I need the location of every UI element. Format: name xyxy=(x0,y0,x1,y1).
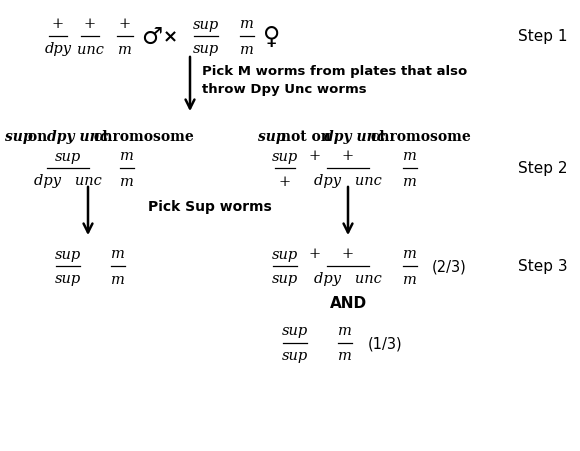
Text: m: m xyxy=(403,149,417,163)
Text: sup: sup xyxy=(5,130,32,144)
Text: +: + xyxy=(342,149,354,163)
Text: sup: sup xyxy=(258,130,285,144)
Text: Step 2: Step 2 xyxy=(519,161,568,176)
Text: m: m xyxy=(403,272,417,286)
Text: +: + xyxy=(84,18,96,32)
Text: Pick Sup worms: Pick Sup worms xyxy=(148,199,272,213)
Text: dpy   unc: dpy unc xyxy=(314,272,382,286)
Text: Pick M worms from plates that also: Pick M worms from plates that also xyxy=(202,65,467,78)
Text: m: m xyxy=(240,42,254,56)
Text: sup: sup xyxy=(55,149,81,163)
Text: sup: sup xyxy=(272,149,298,163)
Text: m: m xyxy=(338,324,352,338)
Text: +: + xyxy=(342,247,354,261)
Text: m: m xyxy=(120,149,134,163)
Text: sup: sup xyxy=(193,18,219,32)
Text: m: m xyxy=(240,18,254,32)
Text: m: m xyxy=(403,174,417,188)
Text: dpy unc: dpy unc xyxy=(324,130,385,144)
Text: sup: sup xyxy=(282,324,308,338)
Text: (2/3): (2/3) xyxy=(432,259,467,274)
Text: +: + xyxy=(309,247,321,261)
Text: throw Dpy Unc worms: throw Dpy Unc worms xyxy=(202,83,367,95)
Text: m: m xyxy=(111,247,125,261)
Text: m: m xyxy=(338,349,352,363)
Text: AND: AND xyxy=(329,296,367,311)
Text: dpy unc: dpy unc xyxy=(47,130,108,144)
Text: +: + xyxy=(309,149,321,163)
Text: +: + xyxy=(52,18,64,32)
Text: Step 3: Step 3 xyxy=(518,259,568,274)
Text: ×: × xyxy=(162,28,177,46)
Text: sup: sup xyxy=(272,272,298,286)
Text: sup: sup xyxy=(282,349,308,363)
Text: chromosome: chromosome xyxy=(366,130,471,144)
Text: chromosome: chromosome xyxy=(89,130,194,144)
Text: on: on xyxy=(23,130,52,144)
Text: unc: unc xyxy=(77,42,103,56)
Text: dpy   unc: dpy unc xyxy=(34,174,102,188)
Text: Step 1: Step 1 xyxy=(519,29,568,44)
Text: +: + xyxy=(279,174,291,188)
Text: m: m xyxy=(118,42,132,56)
Text: sup: sup xyxy=(272,247,298,261)
Text: (1/3): (1/3) xyxy=(368,336,403,351)
Text: ♀: ♀ xyxy=(263,25,281,49)
Text: m: m xyxy=(120,174,134,188)
Text: sup: sup xyxy=(55,272,81,286)
Text: m: m xyxy=(403,247,417,261)
Text: +: + xyxy=(119,18,131,32)
Text: $\bf{♂}$: $\bf{♂}$ xyxy=(141,25,163,49)
Text: sup: sup xyxy=(55,247,81,261)
Text: dpy: dpy xyxy=(45,42,71,56)
Text: sup: sup xyxy=(193,42,219,56)
Text: dpy   unc: dpy unc xyxy=(314,174,382,188)
Text: not on: not on xyxy=(276,130,336,144)
Text: m: m xyxy=(111,272,125,286)
